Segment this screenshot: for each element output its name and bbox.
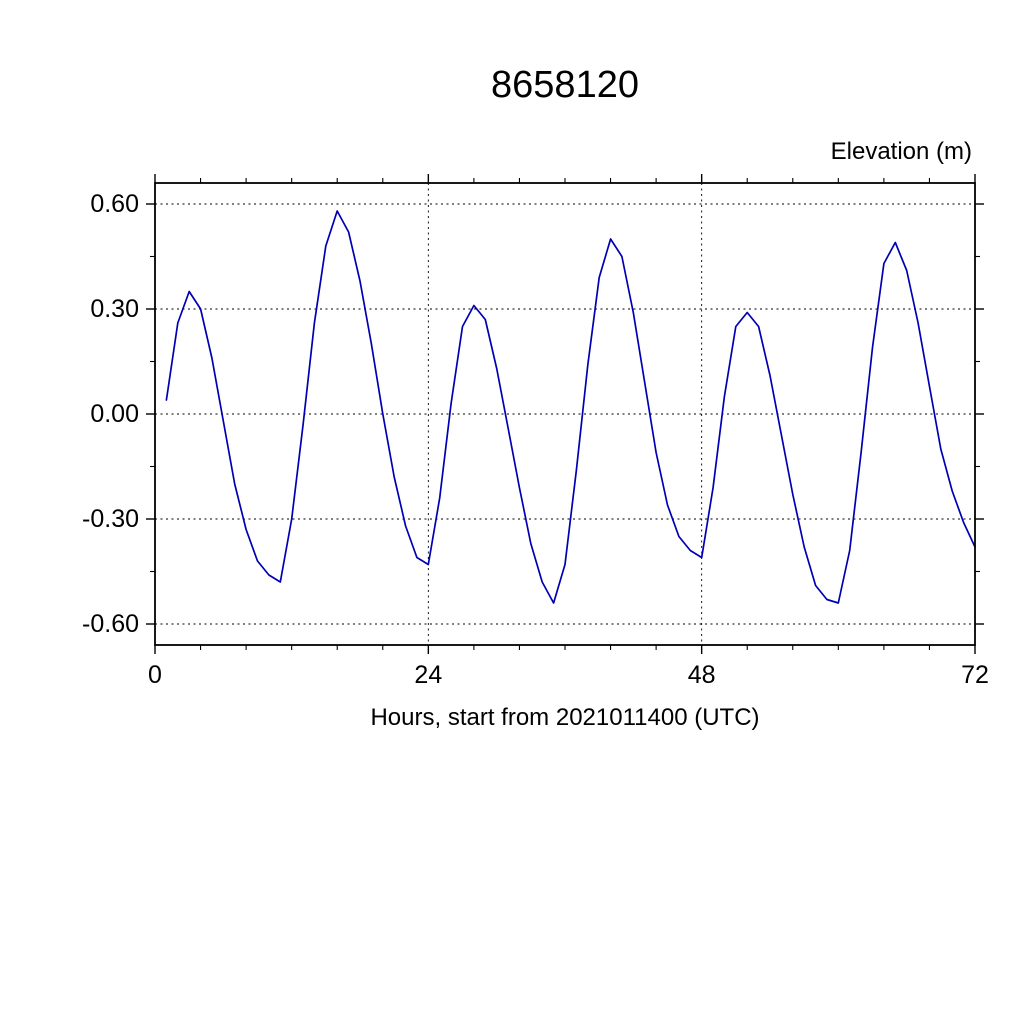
x-tick-label: 24 — [414, 661, 442, 689]
y-tick-label: 0.60 — [90, 190, 139, 218]
y-tick-label: 0.00 — [90, 400, 139, 428]
y-tick-label: 0.30 — [90, 295, 139, 323]
chart-title: 8658120 — [491, 64, 639, 106]
y-axis-title: Elevation (m) — [830, 138, 972, 165]
y-tick-label: -0.30 — [82, 505, 139, 533]
x-tick-label: 48 — [688, 661, 716, 689]
x-tick-label: 0 — [148, 661, 162, 689]
y-tick-label: -0.60 — [82, 610, 139, 638]
elevation-series-line — [165, 210, 976, 604]
x-tick-label: 72 — [961, 661, 989, 689]
x-axis-title: Hours, start from 2021011400 (UTC) — [370, 704, 760, 731]
